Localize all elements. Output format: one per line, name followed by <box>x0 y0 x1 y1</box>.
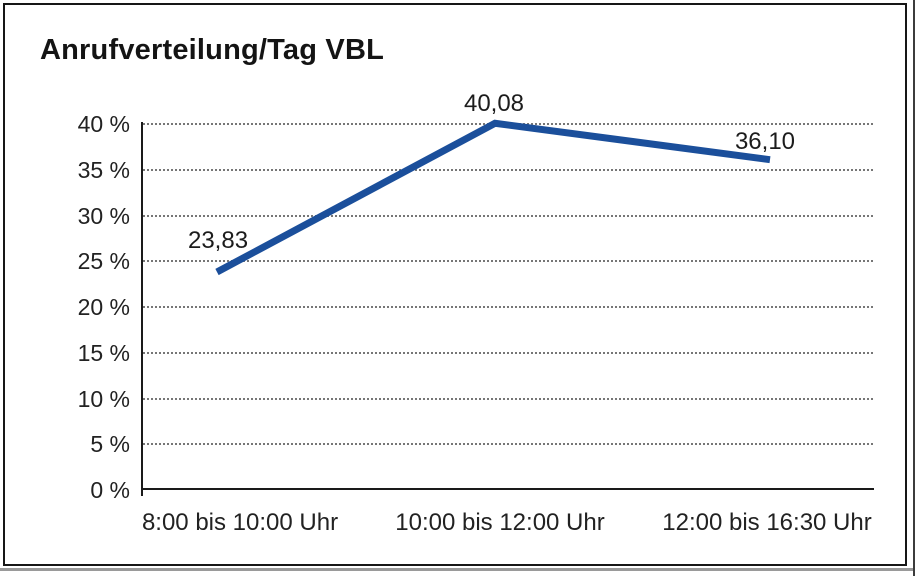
gridline <box>143 351 873 354</box>
chart-title: Anrufverteilung/Tag VBL <box>40 34 385 66</box>
y-axis-line <box>141 122 143 496</box>
data-point-value-label: 40,08 <box>463 90 525 118</box>
y-tick-label: 35 % <box>77 156 130 183</box>
gridline <box>143 168 873 171</box>
x-category-label: 8:00 bis 10:00 Uhr <box>141 509 339 536</box>
gridline <box>143 306 873 308</box>
y-tick-label: 15 % <box>77 339 130 366</box>
scan-bottom-rule <box>0 568 915 571</box>
y-tick-label: 10 % <box>77 385 130 412</box>
data-point-value-label: 23,83 <box>187 226 249 254</box>
y-tick-label: 25 % <box>77 248 130 275</box>
gridline <box>143 397 873 400</box>
y-tick-label: 0 % <box>90 477 130 503</box>
gridline <box>143 443 873 446</box>
y-tick-label: 5 % <box>90 431 130 458</box>
scan-right-edge <box>913 0 915 576</box>
x-axis-line <box>141 488 874 490</box>
y-tick-label: 40 % <box>77 111 130 137</box>
x-category-label: 12:00 bis 16:30 Uhr <box>662 509 872 536</box>
data-point-value-label: 36,10 <box>734 127 796 155</box>
y-tick-label: 30 % <box>77 202 130 229</box>
y-tick-label: 20 % <box>77 294 130 320</box>
data-line <box>215 119 771 276</box>
gridline <box>143 214 873 217</box>
x-category-label: 10:00 bis 12:00 Uhr <box>395 509 605 536</box>
gridline <box>143 260 873 263</box>
chart-frame <box>3 3 907 566</box>
